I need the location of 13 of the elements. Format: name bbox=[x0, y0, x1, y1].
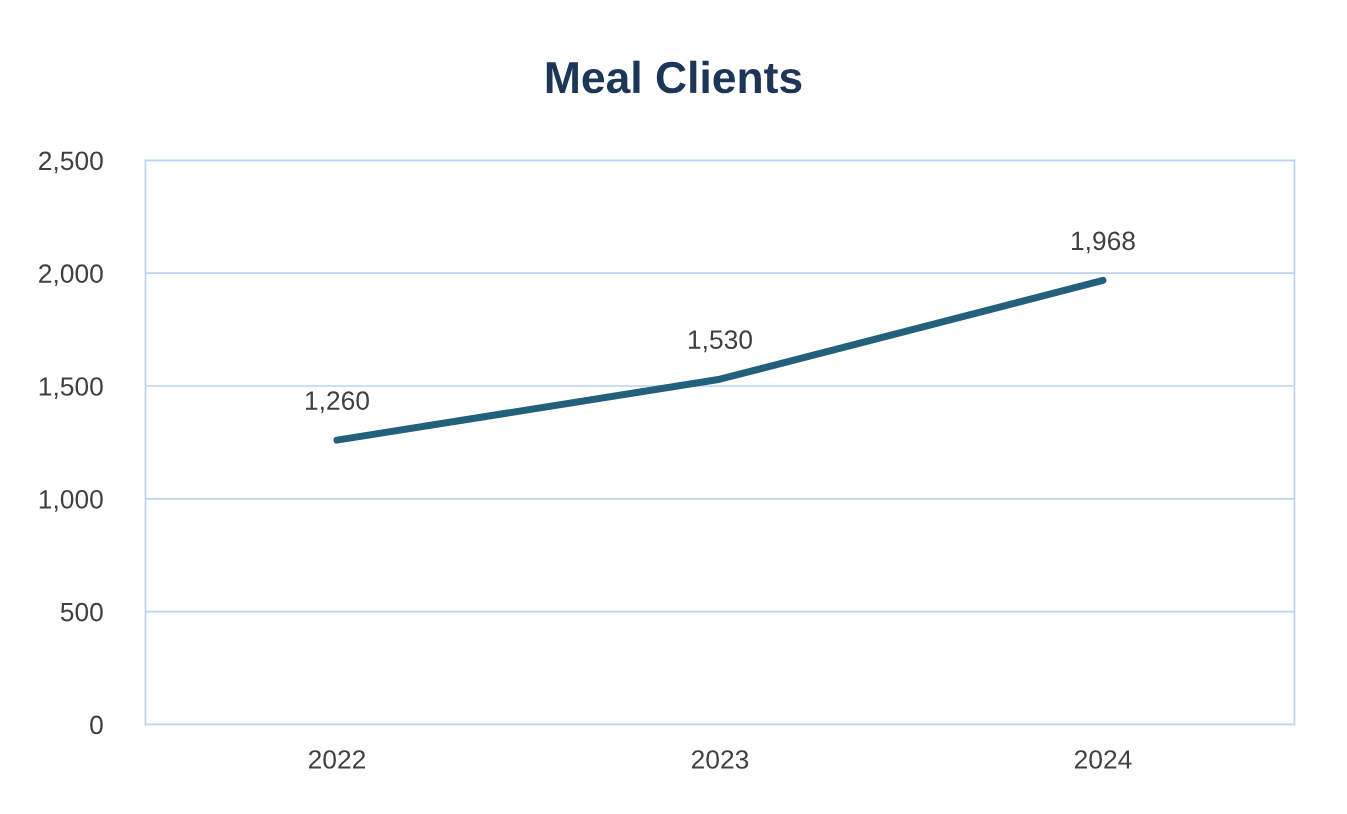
x-tick-label: 2022 bbox=[308, 750, 365, 769]
x-tick-label: 2024 bbox=[1074, 750, 1132, 769]
data-label: 1,260 bbox=[305, 391, 369, 414]
y-tick-label: 2,000 bbox=[39, 264, 103, 287]
y-tick-label: 1,500 bbox=[39, 377, 103, 399]
data-label: 1,530 bbox=[688, 330, 752, 353]
chart-title: Meal Clients bbox=[546, 60, 802, 94]
y-tick-label: 500 bbox=[60, 602, 103, 622]
y-tick-label: 2,500 bbox=[39, 151, 103, 174]
y-tick-label: 1,000 bbox=[39, 489, 103, 512]
data-label: 1,968 bbox=[1071, 231, 1135, 254]
x-tick-label: 2023 bbox=[691, 750, 749, 769]
y-tick-label: 0 bbox=[90, 715, 103, 735]
